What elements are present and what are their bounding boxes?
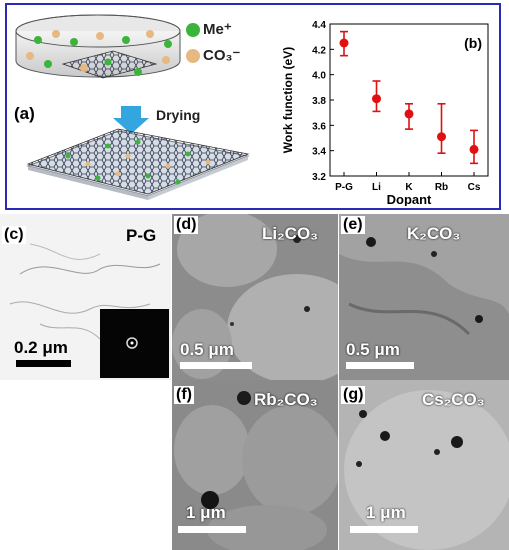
panel-label-a: (a) (14, 104, 35, 123)
tem-panel-c (0, 214, 171, 380)
drying-arrow (113, 106, 149, 134)
scale-text-c: 0.2 μm (14, 338, 68, 357)
carbonate-legend-dot (186, 49, 200, 63)
x-tick-label: K (405, 182, 413, 193)
panel-label-e: (e) (341, 216, 365, 234)
x-tick-label: Cs (468, 182, 481, 193)
scale-text-f: 1 μm (186, 503, 226, 522)
scale-bar-e (346, 362, 414, 369)
scale-bar-d (180, 362, 252, 369)
schematic-drawing (15, 14, 250, 200)
scale-bar-g (350, 526, 418, 533)
tem-title-d: Li₂CO₃ (262, 224, 319, 243)
data-point (372, 94, 381, 104)
tem-texture-f (174, 391, 338, 550)
tem-panel-f (172, 380, 338, 550)
x-tick-label: Li (372, 182, 381, 193)
tem-title-c: P-G (126, 226, 157, 245)
carbonate-legend-label: CO₃⁻ (203, 47, 241, 64)
y-tick-label: 4.2 (312, 45, 326, 56)
diffraction-inset (100, 309, 169, 378)
y-axis-label: Work function (eV) (281, 47, 295, 153)
data-point (437, 132, 446, 142)
scale-text-e: 0.5 μm (346, 340, 400, 359)
y-tick-label: 4.4 (312, 20, 326, 31)
data-point (339, 38, 349, 48)
scale-text-g: 1 μm (366, 503, 406, 522)
data-point (469, 144, 479, 154)
x-axis-label: Dopant (387, 192, 432, 206)
diffraction-ring-icon (126, 337, 138, 349)
x-tick-label: Rb (435, 182, 448, 193)
me-ion-legend-label: Me⁺ (203, 21, 232, 38)
panel-label-g: (g) (341, 386, 366, 404)
dried-graphene-sheet (26, 128, 250, 200)
work-function-chart: 3.2 3.4 3.6 3.8 4.0 4.2 4.4 P-G Li K Rb Cs Dopant Wor… (281, 20, 489, 206)
panel-label-d: (d) (174, 216, 199, 234)
drying-label: Drying (156, 107, 201, 123)
y-tick-label: 3.8 (312, 96, 326, 107)
tem-texture-g (344, 390, 509, 550)
panel-label-f: (f) (174, 386, 194, 404)
tem-title-f: Rb₂CO₃ (254, 390, 318, 409)
scale-text-d: 0.5 μm (180, 340, 234, 359)
tem-texture-c (9, 243, 161, 340)
data-point (404, 109, 414, 119)
tem-texture-e (339, 237, 509, 380)
tem-title-e: K₂CO₃ (407, 224, 461, 243)
scale-bar-c (16, 360, 71, 367)
tem-panel-d (172, 214, 338, 380)
y-tick-label: 3.4 (312, 147, 326, 158)
x-tick-label: P-G (335, 182, 353, 193)
scale-bar-f (178, 526, 246, 533)
panel-label-c: (c) (2, 226, 26, 244)
y-tick-label: 4.0 (312, 71, 326, 82)
me-ion-legend-dot (186, 23, 200, 37)
ions-in-dish (26, 30, 172, 76)
tem-panel-e (339, 214, 509, 380)
tem-texture-d (172, 214, 338, 380)
y-tick-label: 3.6 (312, 121, 326, 132)
y-tick-label: 3.2 (312, 172, 326, 183)
panel-label-b: (b) (464, 35, 482, 51)
tem-panel-g (339, 380, 509, 550)
tem-title-g: Cs₂CO₃ (422, 390, 485, 409)
